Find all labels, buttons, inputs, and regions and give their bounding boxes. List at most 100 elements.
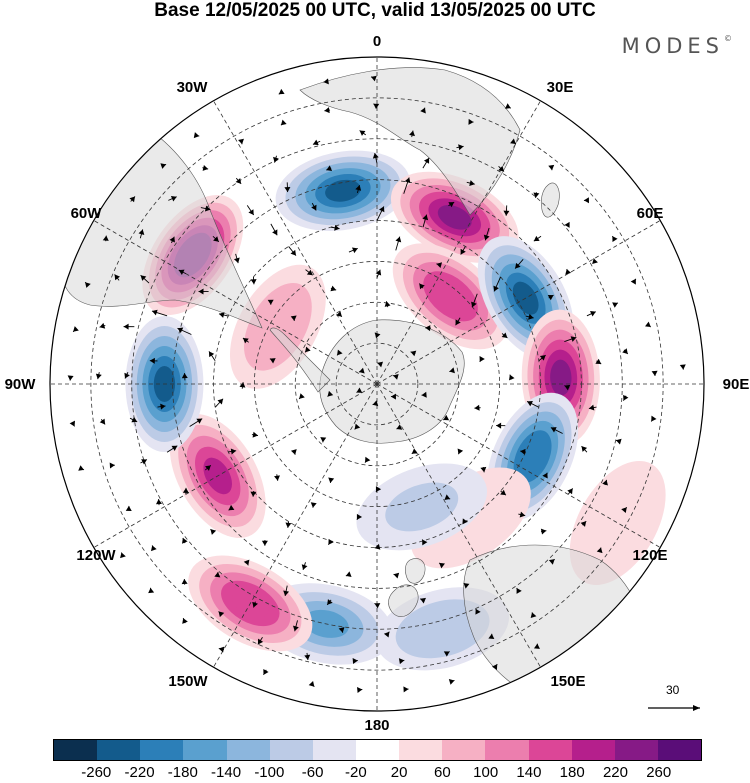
wind-arrow-head (498, 165, 504, 172)
anomaly-center (275, 150, 411, 231)
wind-arrow-head (151, 309, 158, 316)
wind-arrow-head (120, 552, 126, 559)
meridian-line (376, 220, 661, 385)
wind-arrow-head (124, 372, 130, 379)
wind-arrow-head (238, 138, 244, 145)
colorbar-swatch (312, 740, 356, 760)
wind-arrow-head (235, 178, 242, 184)
anomaly-contour (437, 204, 472, 230)
wind-arrow-head (436, 262, 443, 269)
wind-arrow-head (290, 315, 297, 321)
wind-arrow-head (293, 625, 299, 632)
longitude-label: 60E (637, 205, 664, 222)
wind-arrow-head (160, 403, 166, 410)
wind-arrow-head (301, 564, 308, 570)
meridian-line (213, 100, 378, 385)
colorbar-tick-label: -140 (211, 764, 242, 781)
longitude-label: 120E (632, 547, 667, 564)
wind-arrow-head (218, 611, 225, 618)
tasmania-shape (504, 703, 520, 711)
wind-vectors (67, 75, 686, 693)
wind-arrow-head (125, 505, 132, 512)
wind-arrow-head (372, 153, 379, 159)
wind-arrow-head (480, 466, 487, 473)
wind-arrow-head (588, 404, 595, 411)
wind-arrow-head (218, 646, 225, 653)
wind-arrow-head (510, 138, 516, 145)
wind-arrow-head (228, 504, 235, 511)
wind-arrow-head (330, 285, 337, 292)
wind-arrow-head (320, 437, 327, 443)
wind-arrow-head (337, 349, 343, 356)
wind-arrow-head (140, 275, 147, 281)
longitude-label: 30E (547, 79, 574, 96)
wind-arrow-head (214, 572, 221, 578)
wind-arrow-head (324, 107, 330, 114)
colorbar-swatch (54, 740, 98, 760)
wind-arrow-head (267, 299, 274, 305)
wind-arrow-head (109, 462, 115, 469)
polar-map[interactable]: 0 30E 60E 90E 120E 150E 180 150W 120W 90W 60W 30W (0, 0, 750, 735)
wind-arrow-head (182, 537, 188, 544)
wind-arrow-head (356, 387, 363, 393)
wind-arrow-head (491, 664, 498, 670)
anomaly-contour (590, 488, 645, 558)
wind-arrow-head (177, 327, 184, 334)
land-masses (61, 67, 647, 711)
colorbar-swatch (399, 740, 443, 760)
colorbar-tick-label: 100 (473, 764, 499, 781)
new-zealand-shape (388, 584, 419, 617)
wind-arrow-head (468, 118, 474, 125)
longitude-label: 60W (71, 205, 103, 222)
latitude-circle (335, 342, 419, 426)
wind-arrow-head (304, 654, 311, 661)
wind-arrow-head (419, 283, 425, 290)
wind-arrow-head (404, 177, 411, 184)
wind-arrow-head (542, 472, 548, 479)
wind-arrow-head (181, 578, 188, 585)
anomaly-contour (520, 439, 545, 474)
wind-arrow-head (138, 229, 145, 235)
wind-arrow-head (69, 420, 76, 427)
wind-arrow-head (150, 545, 157, 552)
wind-arrow-head (308, 681, 315, 687)
wind-arrow-head (345, 571, 352, 577)
wind-arrow-head (390, 393, 396, 400)
wind-arrow-head (539, 355, 546, 361)
wind-arrow-head (515, 262, 521, 269)
wind-arrow-head (218, 312, 225, 318)
longitude-label: 90W (5, 376, 37, 393)
wind-arrow-head (548, 164, 555, 171)
wind-arrow-head (205, 465, 211, 471)
wind-arrow-head (310, 502, 317, 508)
wind-arrow-head (540, 528, 547, 535)
wind-arrow-head (299, 393, 305, 399)
wind-arrow-head (425, 325, 431, 332)
wind-arrow-head (564, 384, 571, 391)
wind-arrow-head (290, 249, 296, 256)
wind-arrow-head (73, 326, 79, 332)
wind-arrow-head (423, 157, 430, 164)
colorbar (53, 739, 702, 761)
colorbar-swatch (571, 740, 615, 760)
wind-arrow-head (359, 130, 366, 136)
colorbar-swatch (355, 740, 400, 760)
wind-arrow-head (208, 351, 215, 358)
meridian-line (376, 383, 661, 548)
wind-arrow-head (355, 185, 362, 191)
wind-arrow-head (519, 511, 526, 518)
wind-arrow-head (274, 475, 280, 481)
wind-arrow-head (449, 367, 455, 374)
new-zealand-north-shape (405, 558, 426, 584)
wind-arrow-head (530, 612, 537, 619)
wind-arrow-head (596, 547, 603, 554)
wind-arrow-head (602, 479, 608, 486)
wind-arrow-head (252, 601, 258, 608)
wind-arrow-head (230, 448, 237, 455)
wind-arrow-head (421, 391, 427, 398)
colorbar-tick-label: 60 (434, 764, 451, 781)
longitude-label: 120W (76, 547, 116, 564)
wind-arrow-head (509, 374, 515, 381)
wind-arrow-head (263, 669, 269, 675)
wind-arrow-head (493, 285, 499, 292)
